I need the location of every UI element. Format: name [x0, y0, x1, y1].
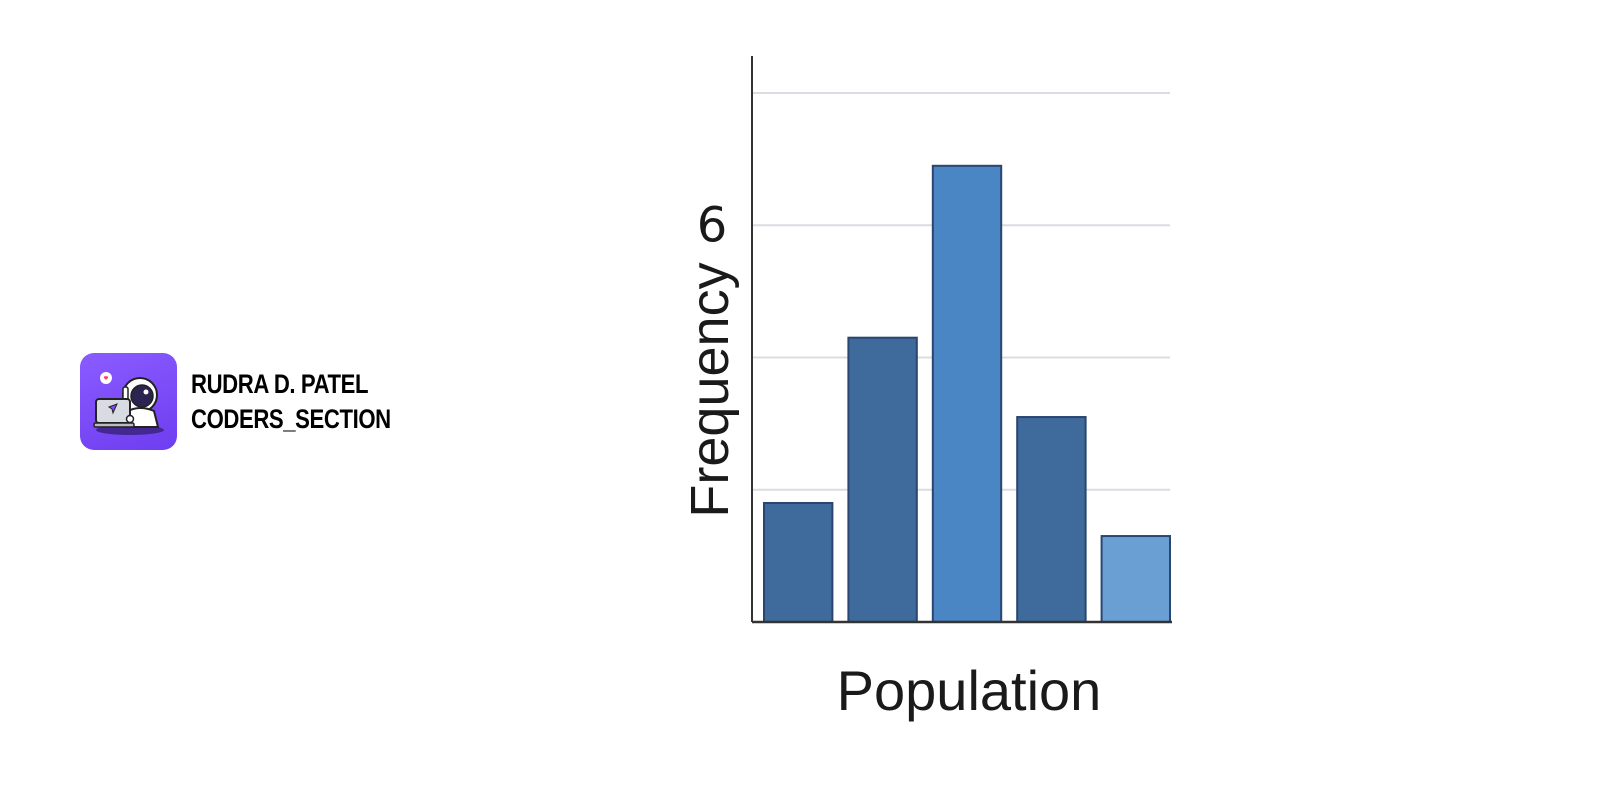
bar [763, 501, 834, 623]
tick-layer: 6 [697, 197, 728, 253]
brand-handle: CODERS_SECTION [191, 403, 391, 434]
y-tick-label: 6 [697, 197, 728, 253]
brand-name: RUDRA D. PATEL [191, 368, 369, 399]
y-axis-title: Frequency [680, 262, 740, 517]
bar-layer [763, 164, 1172, 624]
astronaut-coder-icon [80, 353, 177, 450]
bar [1100, 535, 1172, 623]
bar [847, 336, 918, 623]
x-axis-title: Population [837, 659, 1102, 722]
brand-text: RUDRA D. PATEL CODERS_SECTION [191, 367, 435, 437]
chart-svg: 6 Frequency Population [680, 56, 1172, 722]
bar [931, 164, 1003, 623]
histogram-chart: 6 Frequency Population [670, 40, 1230, 780]
brand-block: RUDRA D. PATEL CODERS_SECTION [80, 353, 435, 450]
brand-logo-graphic [93, 372, 164, 435]
bar [1016, 416, 1087, 624]
